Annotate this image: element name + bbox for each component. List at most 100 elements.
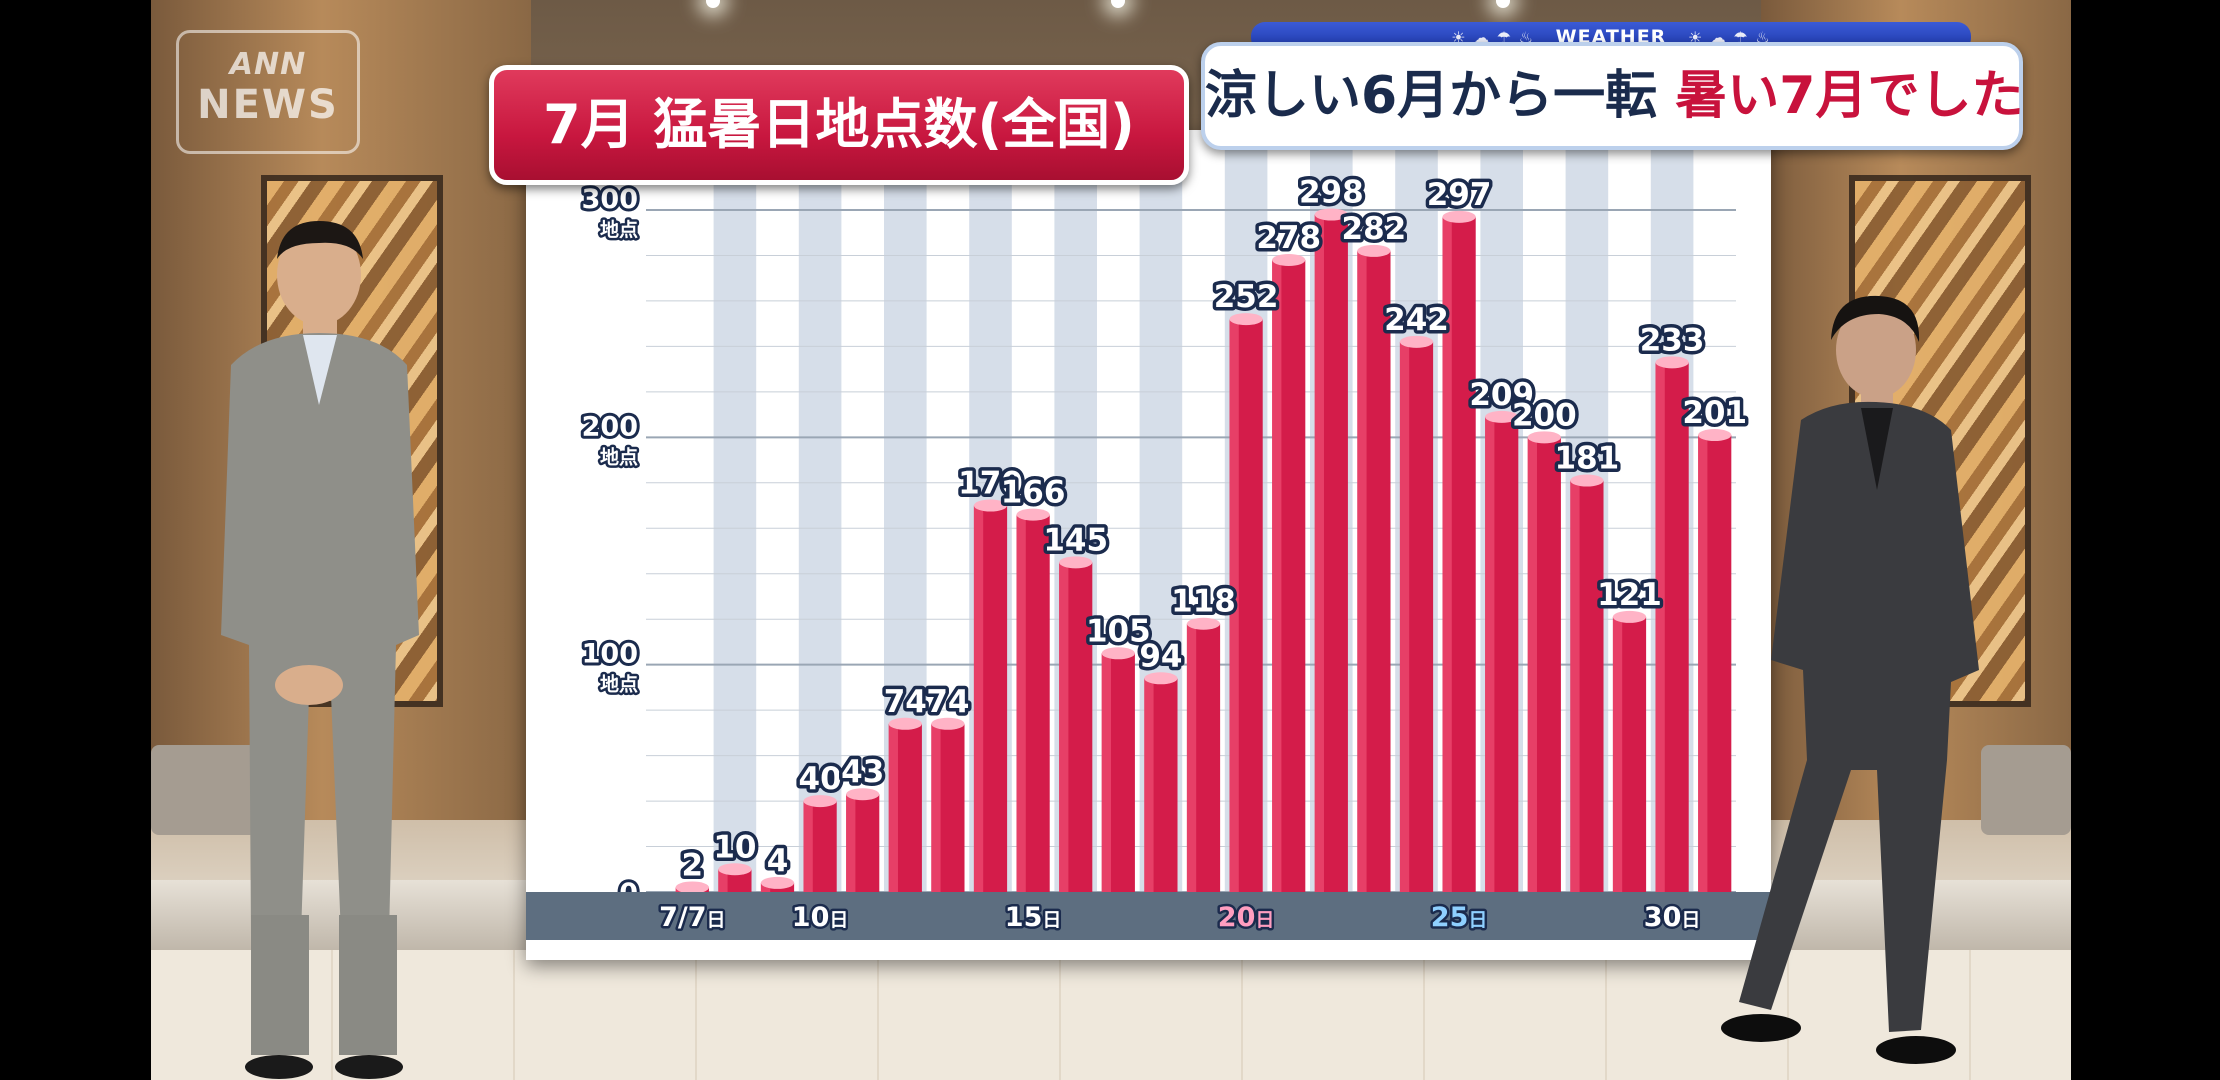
presenter-left [221, 221, 419, 1079]
bar [718, 869, 752, 892]
bar-highlight [888, 723, 898, 892]
video-frame: ANN NEWS 2 10 4 40 43 74 74 170 166 145 105 94 118 25… [151, 0, 2071, 1080]
bar-highlight [1570, 480, 1580, 892]
x-tick-label: 15日 [1005, 902, 1062, 933]
value-label: 74 [926, 684, 969, 720]
y-tick-unit: 地点 [600, 673, 638, 696]
bar-cap [846, 788, 880, 801]
value-label: 145 [1043, 522, 1108, 558]
value-label: 170 [958, 466, 1023, 502]
bar [1527, 437, 1561, 892]
value-label: 166 [1001, 475, 1066, 511]
x-tick-label: 10日 [792, 902, 849, 933]
bar-highlight [1357, 250, 1367, 893]
bar-cap [1272, 254, 1306, 267]
value-label: 2 [682, 847, 704, 883]
bar-highlight [803, 801, 813, 892]
weather-banner: ☀ ☁ ☂ ♨ WEATHER ☀ ☁ ☂ ♨ 涼しい6月から一転 暑い7月でし… [1201, 22, 2023, 150]
bar [803, 801, 837, 892]
x-axis-band [526, 892, 1771, 940]
y-tick-label: 100 [582, 639, 638, 670]
value-label: 40 [799, 761, 842, 797]
value-label: 94 [1139, 638, 1182, 674]
bar-cap [1186, 617, 1221, 630]
bar-highlight [1399, 341, 1410, 892]
chart-board: 2 10 4 40 43 74 74 170 166 145 105 94 118 252 278 298 28… [526, 130, 1771, 960]
column-stripe [713, 150, 757, 892]
headline-part2: 暑い7月でした [1675, 66, 2024, 126]
bar-cap [1357, 244, 1391, 257]
bar [1272, 260, 1306, 893]
bar [1698, 435, 1732, 892]
bar [1186, 623, 1221, 892]
bar [973, 505, 1008, 892]
bar-cap [1059, 556, 1093, 569]
value-label: 4 [767, 843, 789, 879]
value-label: 10 [713, 829, 756, 865]
bar-highlight [1442, 216, 1452, 892]
chart-title: 7月 猛暑日地点数(全国) [489, 65, 1189, 185]
value-label: 233 [1640, 322, 1705, 358]
bar [1144, 678, 1178, 892]
value-label: 118 [1171, 584, 1236, 620]
logo-news-text: NEWS [197, 82, 339, 128]
bar-cap [760, 876, 795, 889]
x-tick-label: 25日 [1431, 902, 1488, 933]
value-label: 201 [1682, 395, 1747, 431]
presenter-right [1721, 295, 1979, 1064]
bar-cap [1101, 647, 1135, 660]
bar [1101, 653, 1135, 892]
bar-highlight [1698, 435, 1708, 892]
bar-cap [1612, 610, 1647, 623]
bar [846, 794, 880, 892]
bar [1612, 616, 1647, 892]
x-tick-label: 20日 [1218, 902, 1275, 933]
bar-highlight [1101, 653, 1111, 892]
bar-cap [1314, 208, 1348, 221]
bar [1357, 250, 1391, 893]
bar-cap [1527, 431, 1561, 444]
bar [1399, 341, 1434, 892]
bar-cap [1016, 508, 1050, 521]
value-label: 298 [1299, 175, 1364, 211]
bar-cap [1570, 474, 1604, 487]
bar-cap [675, 881, 709, 894]
y-tick-unit: 地点 [600, 445, 638, 468]
bar [1229, 319, 1263, 892]
ceiling-light [706, 0, 720, 8]
value-label: 252 [1214, 279, 1279, 315]
bar-highlight [718, 869, 728, 892]
bar-highlight [1612, 616, 1623, 892]
value-label: 105 [1086, 613, 1151, 649]
bar [1442, 216, 1476, 892]
bar-highlight [760, 882, 771, 892]
ann-news-logo: ANN NEWS [176, 30, 360, 154]
bar-cap [1144, 672, 1178, 685]
bar-highlight [1314, 214, 1324, 893]
bar [888, 723, 922, 892]
bar-highlight [1272, 260, 1282, 893]
column-stripe [798, 150, 842, 892]
bar [1314, 214, 1348, 893]
value-label: 74 [884, 684, 927, 720]
value-label: 200 [1512, 397, 1577, 433]
bar-highlight [1186, 623, 1197, 892]
bar-highlight [1059, 562, 1069, 892]
sofa-right [1981, 745, 2071, 835]
bar-cap [973, 499, 1008, 512]
bar-highlight [931, 723, 941, 892]
bar [1655, 362, 1689, 892]
bar-cap [888, 717, 922, 730]
bar-cap [803, 795, 837, 808]
value-label: 181 [1555, 441, 1620, 477]
bar [1059, 562, 1093, 892]
bar-highlight [1655, 362, 1665, 892]
y-tick-unit: 地点 [600, 218, 638, 241]
bar-highlight [1144, 678, 1154, 892]
bar-highlight [973, 505, 984, 892]
bar-cap [1399, 335, 1434, 348]
weather-headline: 涼しい6月から一転 暑い7月でした [1201, 42, 2023, 150]
bar-cap [931, 717, 965, 730]
value-label: 43 [841, 754, 884, 790]
x-tick-label: 7/7日 [659, 902, 725, 933]
